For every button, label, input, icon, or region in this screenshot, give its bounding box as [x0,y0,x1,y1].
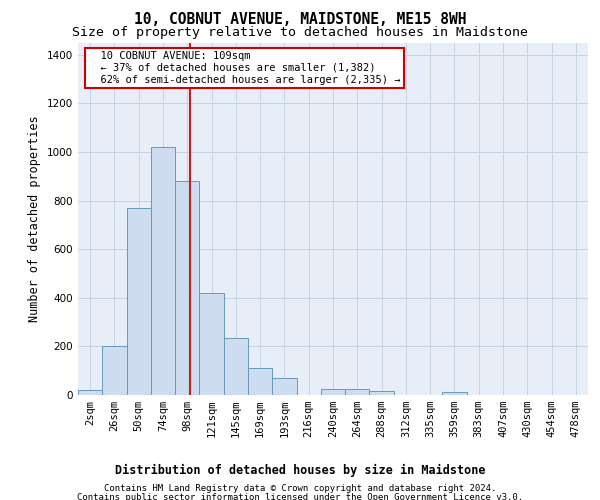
Bar [442,392,467,395]
Bar [175,181,199,395]
Bar [272,378,296,395]
Text: 10, COBNUT AVENUE, MAIDSTONE, ME15 8WH: 10, COBNUT AVENUE, MAIDSTONE, ME15 8WH [134,12,466,28]
Bar [199,293,224,395]
Bar [370,392,394,395]
Bar [127,208,151,395]
Bar [345,389,370,395]
Text: Contains HM Land Registry data © Crown copyright and database right 2024.: Contains HM Land Registry data © Crown c… [104,484,496,493]
Bar [248,368,272,395]
Text: Contains public sector information licensed under the Open Government Licence v3: Contains public sector information licen… [77,493,523,500]
Bar [78,390,102,395]
Bar [102,346,127,395]
Bar [151,147,175,395]
Text: Distribution of detached houses by size in Maidstone: Distribution of detached houses by size … [115,464,485,477]
Y-axis label: Number of detached properties: Number of detached properties [28,116,41,322]
Text: 10 COBNUT AVENUE: 109sqm
  ← 37% of detached houses are smaller (1,382)
  62% of: 10 COBNUT AVENUE: 109sqm ← 37% of detach… [88,52,401,84]
Text: Size of property relative to detached houses in Maidstone: Size of property relative to detached ho… [72,26,528,39]
Bar [224,338,248,395]
Bar [321,389,345,395]
